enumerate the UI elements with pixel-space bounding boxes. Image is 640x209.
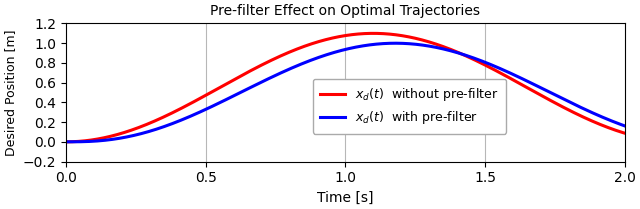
$x_d(t)$  with pre-filter — [301, 61, 309, 64]
$x_d(t)$  without pre-filter — [328, 37, 335, 40]
$x_d(t)$  without pre-filter — [468, 57, 476, 60]
$x_d(t)$  with pre-filter — [328, 52, 335, 55]
Line: $x_d(t)$  with pre-filter: $x_d(t)$ with pre-filter — [66, 43, 625, 142]
$x_d(t)$  without pre-filter — [621, 132, 628, 134]
$x_d(t)$  with pre-filter — [62, 141, 70, 143]
$x_d(t)$  with pre-filter — [621, 125, 628, 127]
Legend: $x_d(t)$  without pre-filter, $x_d(t)$  with pre-filter: $x_d(t)$ without pre-filter, $x_d(t)$ wi… — [312, 79, 506, 134]
$x_d(t)$  without pre-filter — [369, 32, 377, 35]
$x_d(t)$  without pre-filter — [62, 141, 70, 143]
X-axis label: Time [s]: Time [s] — [317, 191, 374, 205]
$x_d(t)$  with pre-filter — [468, 56, 476, 59]
$x_d(t)$  with pre-filter — [604, 118, 612, 121]
$x_d(t)$  with pre-filter — [392, 42, 399, 45]
$x_d(t)$  without pre-filter — [604, 126, 612, 129]
$x_d(t)$  without pre-filter — [301, 45, 309, 47]
$x_d(t)$  without pre-filter — [576, 114, 584, 117]
Line: $x_d(t)$  without pre-filter: $x_d(t)$ without pre-filter — [66, 33, 625, 142]
Y-axis label: Desired Position [m]: Desired Position [m] — [4, 29, 17, 156]
$x_d(t)$  with pre-filter — [576, 106, 584, 108]
$x_d(t)$  with pre-filter — [297, 63, 305, 65]
$x_d(t)$  without pre-filter — [297, 46, 305, 49]
Title: Pre-filter Effect on Optimal Trajectories: Pre-filter Effect on Optimal Trajectorie… — [211, 4, 481, 18]
